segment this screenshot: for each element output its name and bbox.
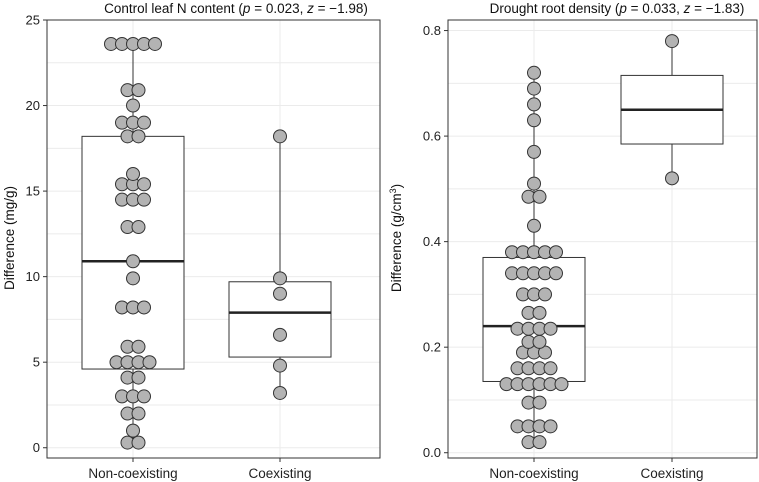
right-non-coexisting-data-point <box>543 419 558 434</box>
left-coexisting-data-point <box>273 286 287 301</box>
right-non-coexisting-data-point <box>543 321 558 336</box>
right-coexisting-data-point <box>665 34 679 49</box>
left-coexisting-data-point <box>273 327 287 342</box>
right-y-tick-label: 0.6 <box>423 129 441 144</box>
left-non-coexisting-data-point <box>137 177 151 192</box>
left-y-tick-label: 0 <box>33 440 40 455</box>
right-y-tick-label: 0.4 <box>423 234 441 249</box>
right-non-coexisting-data-point <box>527 218 541 233</box>
right-x-category-label: Coexisting <box>640 466 703 481</box>
right-y-tick-label: 0.0 <box>423 445 441 460</box>
left-non-coexisting-data-point <box>131 339 146 354</box>
left-non-coexisting-data-point <box>126 271 140 286</box>
left-x-category-label: Coexisting <box>248 466 311 481</box>
right-non-coexisting-data-point <box>549 245 563 260</box>
left-non-coexisting-data-point <box>131 370 146 385</box>
left-non-coexisting-data-point <box>137 300 151 315</box>
left-non-coexisting-data-point <box>131 220 146 235</box>
left-y-axis-title: Difference (mg/g) <box>2 186 17 290</box>
left-non-coexisting-data-point <box>126 98 140 113</box>
right-non-coexisting-data-point <box>532 334 547 349</box>
left-non-coexisting-data-point <box>126 423 140 438</box>
right-y-tick-label: 0.8 <box>423 23 441 38</box>
right-non-coexisting-data-point <box>527 113 541 128</box>
right-non-coexisting-data-point <box>532 305 547 320</box>
left-y-tick-label: 5 <box>33 355 40 370</box>
left-x-category-label: Non-coexisting <box>88 466 177 481</box>
left-chart-title: Control leaf N content (p = 0.023, z = −… <box>104 1 368 16</box>
left-y-tick-label: 20 <box>26 98 40 113</box>
right-non-coexisting-data-point <box>527 97 541 112</box>
left-non-coexisting-data-point <box>126 166 140 181</box>
left-non-coexisting-data-point <box>137 115 151 130</box>
left-non-coexisting-data-point <box>148 36 162 51</box>
right-non-coexisting-data-point <box>527 176 541 191</box>
left-y-tick-label: 10 <box>26 269 40 284</box>
left-non-coexisting-data-point <box>137 389 151 404</box>
left-non-coexisting-data-point <box>131 129 146 144</box>
left-y-tick-label: 25 <box>26 13 40 28</box>
left-non-coexisting-box <box>81 135 185 370</box>
right-non-coexisting-data-point <box>527 144 541 159</box>
left-non-coexisting-data-point <box>131 83 146 98</box>
right-non-coexisting-data-point <box>549 266 563 281</box>
right-non-coexisting-data-point <box>532 189 547 204</box>
right-chart-title: Drought root density (p = 0.033, z = −1.… <box>490 1 745 16</box>
right-non-coexisting-data-point <box>554 377 569 392</box>
right-y-tick-label: 0.2 <box>423 340 441 355</box>
right-non-coexisting-data-point <box>527 65 541 80</box>
right-chart-panel: 0.0 0.2 0.4 0.6 0.8 Non-coexisting Coexisting <box>423 19 758 481</box>
left-non-coexisting-data-point <box>131 435 146 450</box>
left-plot-frame <box>46 19 381 459</box>
right-plot-frame <box>447 19 758 459</box>
right-non-coexisting-data-point <box>532 395 547 410</box>
left-coexisting-data-point <box>273 129 287 144</box>
left-coexisting-data-point <box>273 385 287 400</box>
left-coexisting-data-point <box>273 271 287 286</box>
left-coexisting-data-point <box>273 358 287 373</box>
left-non-coexisting-data-point <box>131 406 146 421</box>
right-coexisting-data-point <box>665 171 679 186</box>
left-non-coexisting-data-point <box>137 192 151 207</box>
left-non-coexisting-data-point <box>142 355 157 370</box>
right-non-coexisting-data-point <box>543 361 558 376</box>
left-chart-panel: 0 5 10 15 20 25 Non-coexisting Coexisting <box>26 13 381 481</box>
left-y-tick-label: 15 <box>26 184 40 199</box>
left-non-coexisting-data-point <box>126 254 140 269</box>
right-non-coexisting-data-point <box>538 287 552 302</box>
right-x-category-label: Non-coexisting <box>489 466 578 481</box>
right-y-axis-title: Difference (g/cm3) <box>388 184 404 292</box>
right-non-coexisting-data-point <box>527 81 541 96</box>
right-non-coexisting-data-point <box>532 435 547 450</box>
